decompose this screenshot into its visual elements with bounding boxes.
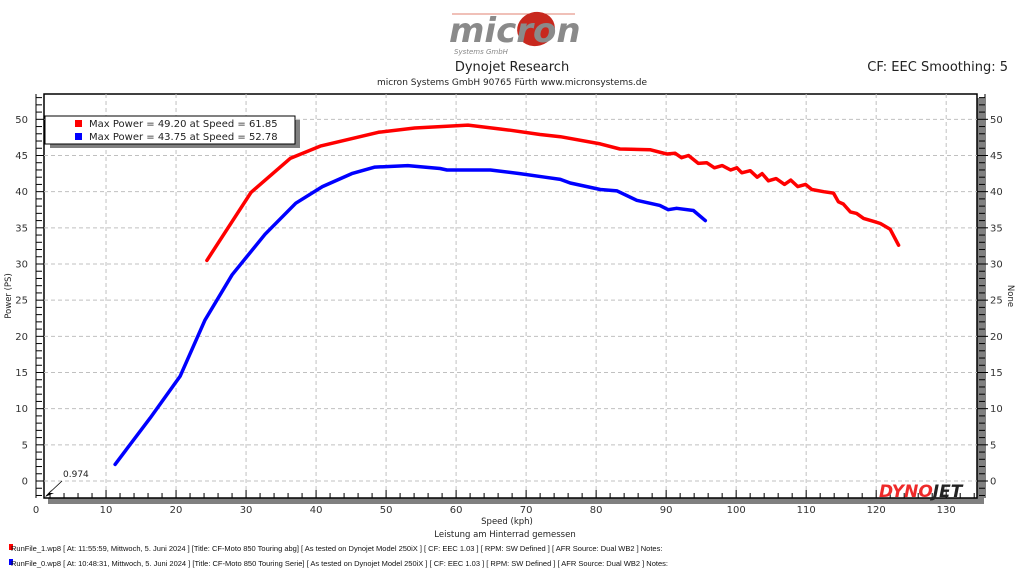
plot-area <box>43 93 978 499</box>
x-tick-label: 130 <box>937 505 956 516</box>
y-tick-label: 10 <box>15 404 28 415</box>
plot-shadow-bottom <box>48 498 984 504</box>
y-tick-label-right: 35 <box>990 223 1003 234</box>
y-tick-label-right: 5 <box>990 440 996 451</box>
cursor-marker: 0.974 <box>45 470 89 497</box>
plot-shadow-right <box>977 98 984 504</box>
chart-note: Leistung am Hinterrad gemessen <box>434 530 575 540</box>
dynojet-logo: DYNOJET <box>879 482 964 502</box>
y-tick-label: 0 <box>22 477 28 488</box>
y-tick-label-right: 25 <box>990 296 1003 307</box>
y-tick-label-right: 15 <box>990 368 1003 379</box>
legend-entry-run1: Max Power = 49.20 at Speed = 61.85 <box>89 119 278 130</box>
y-tick-label: 25 <box>15 296 28 307</box>
x-tick-label: 30 <box>240 505 253 516</box>
x-tick-label: 0 <box>33 505 39 516</box>
y-tick-label: 40 <box>15 187 28 198</box>
y-axis-right-label: None <box>1005 285 1015 307</box>
y-tick-label-right: 10 <box>990 404 1003 415</box>
y-tick-label-right: 40 <box>990 187 1003 198</box>
footer-run1: RunFile_1.wp8 [ At: 11:55:59, Mittwoch, … <box>11 544 662 553</box>
x-tick-label: 110 <box>797 505 816 516</box>
y-tick-label: 20 <box>15 332 28 343</box>
y-tick-label: 30 <box>15 259 28 270</box>
legend-entry-run0: Max Power = 43.75 at Speed = 52.78 <box>89 132 278 143</box>
legend: Max Power = 49.20 at Speed = 61.85 Max P… <box>44 115 300 148</box>
x-tick-label: 50 <box>380 505 393 516</box>
cf-info: CF: EEC Smoothing: 5 <box>867 60 1008 75</box>
micron-logo: micron Systems GmbH <box>449 11 581 56</box>
x-axis-label: Speed (kph) <box>481 517 533 527</box>
logo-text: micron <box>449 11 581 51</box>
y-tick-label-right: 20 <box>990 332 1003 343</box>
x-tick-label: 100 <box>727 505 746 516</box>
y-tick-label: 35 <box>15 223 28 234</box>
x-tick-label: 80 <box>590 505 603 516</box>
run0-marker <box>9 559 13 565</box>
legend-swatch-run1 <box>75 120 82 127</box>
x-tick-label: 90 <box>660 505 673 516</box>
y-tick-label: 50 <box>15 115 28 126</box>
run1-marker <box>9 544 13 550</box>
logo-subtext: Systems GmbH <box>454 48 509 56</box>
chart-title: Dynojet Research <box>455 60 569 75</box>
footer-run0: RunFile_0.wp8 [ At: 10:48:31, Mittwoch, … <box>11 559 668 568</box>
y-tick-label: 15 <box>15 368 28 379</box>
legend-swatch-run0 <box>75 133 82 140</box>
x-tick-label: 70 <box>520 505 533 516</box>
x-tick-label: 60 <box>450 505 463 516</box>
y-axis-label: Power (PS) <box>4 273 14 319</box>
y-tick-label: 45 <box>15 151 28 162</box>
x-tick-label: 10 <box>100 505 113 516</box>
y-tick-label-right: 50 <box>990 115 1003 126</box>
series-line-runfile-0-wp8 <box>113 163 708 467</box>
x-tick-label: 20 <box>170 505 183 516</box>
cursor-label: 0.974 <box>63 470 89 480</box>
y-tick-label-right: 0 <box>990 477 996 488</box>
x-tick-label: 120 <box>867 505 886 516</box>
y-tick-label-right: 45 <box>990 151 1003 162</box>
chart-subtitle: micron Systems GmbH 90765 Fürth www.micr… <box>377 78 648 88</box>
y-tick-label-right: 30 <box>990 259 1003 270</box>
series-line-runfile-1-wp8 <box>205 123 901 263</box>
y-tick-label: 5 <box>22 440 28 451</box>
x-tick-label: 40 <box>310 505 323 516</box>
